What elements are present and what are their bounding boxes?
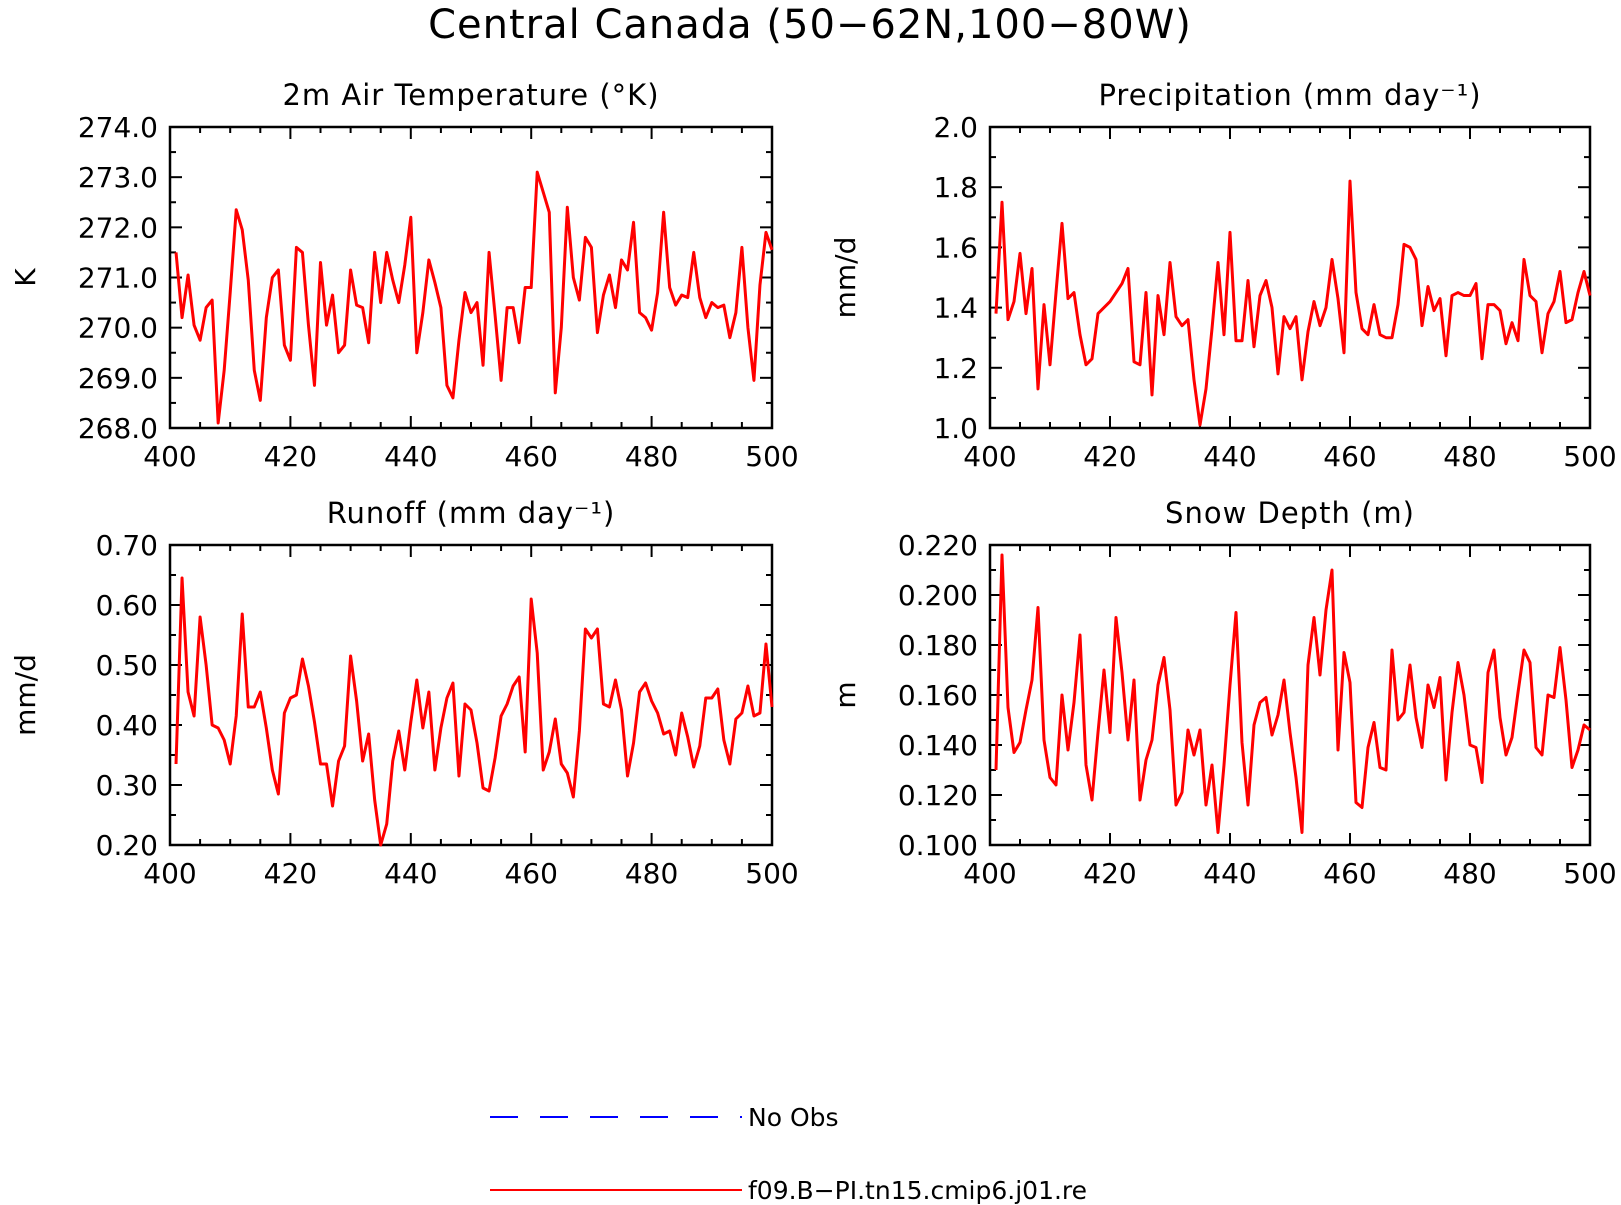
x-tick-label: 440: [1203, 440, 1256, 473]
y-tick-label: 2.0: [933, 111, 978, 144]
legend: No Obs f09.B−PI.tn15.cmip6.j01.re: [490, 1103, 1087, 1205]
y-tick-label: 0.40: [96, 709, 158, 742]
panel-title: Runoff (mm day⁻¹): [327, 496, 616, 530]
x-tick-label: 460: [1323, 440, 1376, 473]
panel-title: Snow Depth (m): [1165, 496, 1415, 530]
panel-title: Precipitation (mm day⁻¹): [1098, 78, 1481, 112]
series-line: [174, 170, 774, 425]
panel-precipitation: 400 420 440 460 480 500 1.0 1.2 1.4 1.6 1.8 2.0 Prec…: [829, 78, 1617, 473]
y-tick-label: 274.0: [78, 111, 158, 144]
x-tick-label: 480: [625, 857, 678, 890]
x-tick-label: 420: [264, 857, 317, 890]
series-line: [174, 576, 774, 847]
x-tick-label: 460: [1323, 857, 1376, 890]
y-axis-label: m: [829, 681, 862, 708]
x-tick-label: 460: [504, 440, 557, 473]
panel-air-temperature: 400 420 440 460 480 500 268.0 269.0 270.0 271.0 27…: [9, 78, 799, 473]
figure-title: Central Canada (50−62N,100−80W): [428, 2, 1192, 48]
y-tick-label: 1.6: [933, 231, 978, 264]
y-tick-label: 0.50: [96, 649, 158, 682]
y-tick-label: 0.140: [898, 729, 978, 762]
y-axis-label: K: [9, 268, 42, 287]
x-tick-label: 400: [963, 440, 1016, 473]
x-tick-label: 500: [745, 440, 798, 473]
x-tick-label: 440: [384, 440, 437, 473]
y-axis-label: mm/d: [829, 237, 862, 319]
y-tick-label: 0.70: [96, 529, 158, 562]
y-tick-label: 1.0: [933, 412, 978, 445]
x-tick-label: 500: [1563, 857, 1616, 890]
x-tick-label: 500: [745, 857, 798, 890]
x-tick-label: 400: [143, 857, 196, 890]
y-tick-label: 269.0: [78, 362, 158, 395]
x-tick-label: 420: [1083, 440, 1136, 473]
y-tick-label: 0.60: [96, 589, 158, 622]
y-tick-label: 0.100: [898, 829, 978, 862]
x-tick-label: 420: [264, 440, 317, 473]
x-tick-label: 500: [1563, 440, 1616, 473]
panel-runoff: 400 420 440 460 480 500 0.20 0.30 0.40 0.50 0.60 0.…: [9, 496, 799, 890]
y-tick-label: 271.0: [78, 262, 158, 295]
legend-label-model: f09.B−PI.tn15.cmip6.j01.re: [748, 1176, 1087, 1205]
x-tick-label: 440: [384, 857, 437, 890]
y-tick-label: 0.20: [96, 829, 158, 862]
y-axis-label: mm/d: [9, 654, 42, 736]
plot-frame: [988, 543, 1592, 847]
y-tick-label: 1.4: [933, 292, 978, 325]
x-tick-label: 460: [504, 857, 557, 890]
y-tick-label: 0.220: [898, 529, 978, 562]
panel-snow-depth: 400 420 440 460 480 500 0.100 0.120 0.140 0.160 0.…: [829, 496, 1617, 890]
series-line: [994, 179, 1592, 427]
y-tick-label: 1.2: [933, 352, 978, 385]
x-tick-label: 400: [143, 440, 196, 473]
x-tick-label: 400: [963, 857, 1016, 890]
legend-label-no-obs: No Obs: [748, 1103, 839, 1132]
y-tick-label: 0.200: [898, 579, 978, 612]
series-line: [994, 553, 1591, 834]
y-tick-label: 0.120: [898, 779, 978, 812]
x-tick-label: 480: [1443, 440, 1496, 473]
x-tick-label: 480: [625, 440, 678, 473]
y-tick-label: 270.0: [78, 312, 158, 345]
y-tick-label: 0.30: [96, 769, 158, 802]
y-tick-label: 268.0: [78, 412, 158, 445]
y-tick-label: 0.160: [898, 679, 978, 712]
x-tick-label: 420: [1083, 857, 1136, 890]
y-tick-label: 273.0: [78, 161, 158, 194]
x-tick-label: 440: [1203, 857, 1256, 890]
y-tick-label: 0.180: [898, 629, 978, 662]
panel-title: 2m Air Temperature (°K): [282, 78, 659, 112]
y-tick-label: 272.0: [78, 211, 158, 244]
x-tick-label: 480: [1443, 857, 1496, 890]
plot-frame: [988, 125, 1592, 430]
y-tick-label: 1.8: [933, 171, 978, 204]
